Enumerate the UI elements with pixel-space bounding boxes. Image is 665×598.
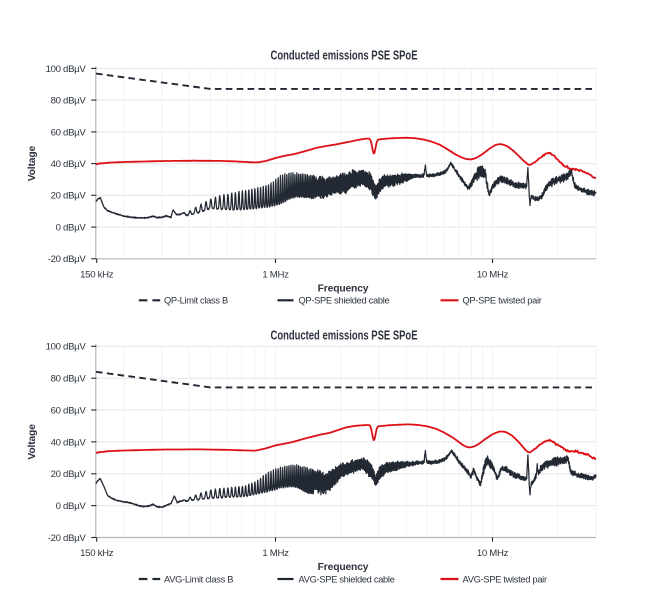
svg-text:20 dBµV: 20 dBµV [51, 191, 87, 202]
svg-text:AVG-SPE twisted pair: AVG-SPE twisted pair [463, 574, 547, 584]
svg-text:1 MHz: 1 MHz [262, 270, 289, 281]
svg-text:QP-SPE shielded cable: QP-SPE shielded cable [299, 296, 390, 306]
svg-text:Conducted emissions PSE SPoE: Conducted emissions PSE SPoE [271, 328, 418, 343]
svg-text:20 dBµV: 20 dBµV [51, 469, 87, 480]
svg-text:Voltage: Voltage [27, 145, 38, 181]
svg-text:QP-SPE twisted pair: QP-SPE twisted pair [463, 296, 542, 306]
svg-text:80 dBµV: 80 dBµV [51, 374, 87, 385]
svg-text:-20 dBµV: -20 dBµV [48, 533, 87, 544]
svg-text:AVG-SPE shielded cable: AVG-SPE shielded cable [299, 574, 395, 584]
svg-text:Frequency: Frequency [318, 562, 369, 573]
svg-text:40 dBµV: 40 dBµV [51, 437, 87, 448]
svg-text:100 dBµV: 100 dBµV [46, 342, 87, 353]
svg-text:60 dBµV: 60 dBµV [51, 405, 87, 416]
svg-text:Voltage: Voltage [27, 424, 38, 460]
svg-text:80 dBµV: 80 dBµV [51, 96, 87, 107]
svg-text:150 kHz: 150 kHz [80, 548, 114, 559]
svg-text:Conducted emissions PSE SPoE: Conducted emissions PSE SPoE [271, 48, 418, 63]
svg-text:100 dBµV: 100 dBµV [46, 64, 87, 75]
svg-text:AVG-Limit class B: AVG-Limit class B [164, 574, 233, 584]
svg-text:1 MHz: 1 MHz [262, 548, 289, 559]
svg-text:0 dBµV: 0 dBµV [56, 501, 87, 512]
svg-text:60 dBµV: 60 dBµV [51, 127, 87, 138]
svg-text:10 MHz: 10 MHz [477, 270, 509, 281]
svg-text:150 kHz: 150 kHz [80, 270, 114, 281]
svg-text:QP-Limit class B: QP-Limit class B [164, 296, 228, 306]
svg-text:0 dBµV: 0 dBµV [56, 223, 87, 234]
svg-text:10 MHz: 10 MHz [477, 548, 509, 559]
svg-text:Frequency: Frequency [318, 284, 369, 295]
svg-text:40 dBµV: 40 dBµV [51, 159, 87, 170]
svg-text:-20 dBµV: -20 dBµV [48, 254, 87, 265]
